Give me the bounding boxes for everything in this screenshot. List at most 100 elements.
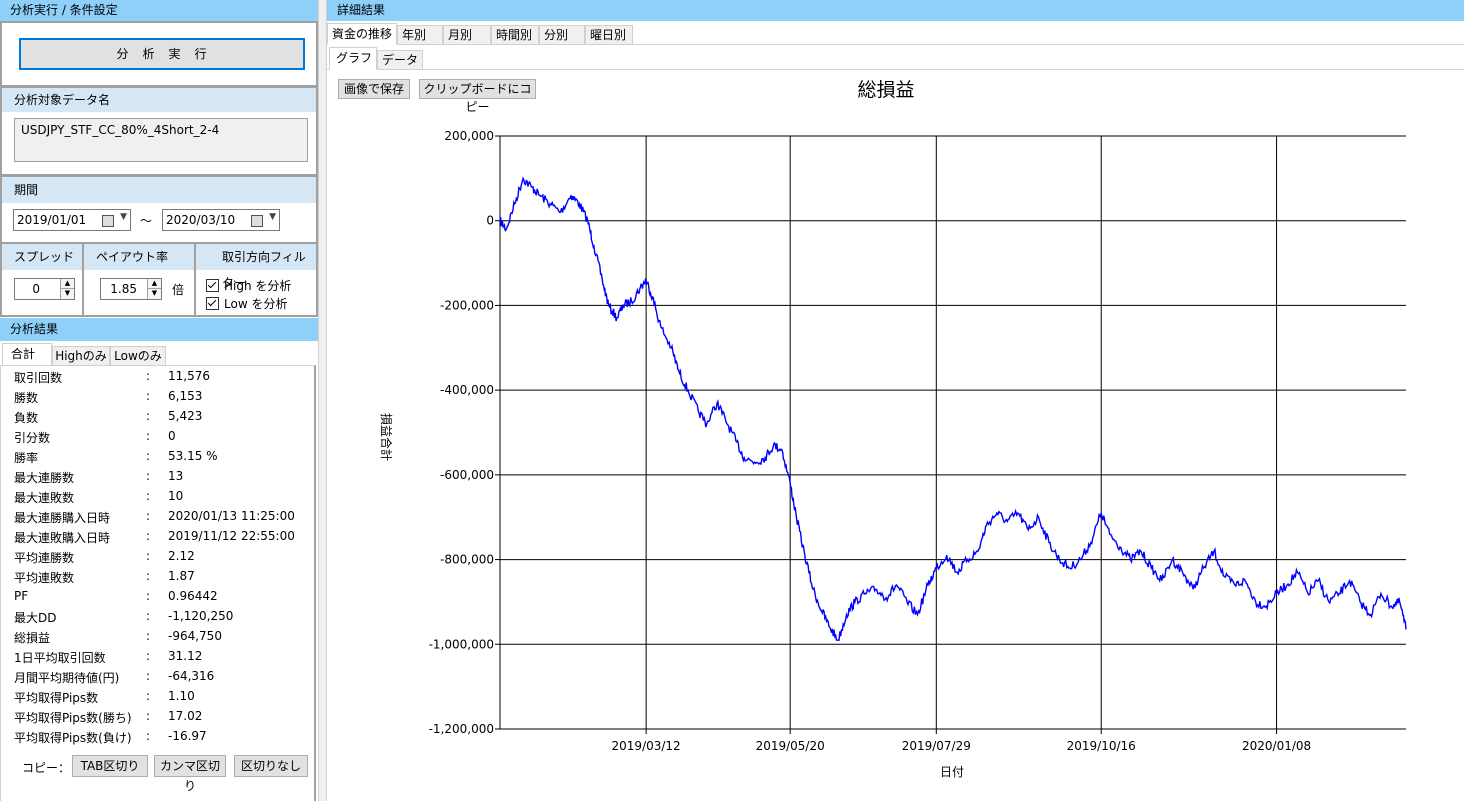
stat-label: 取引回数 xyxy=(14,371,63,385)
stat-label: 平均連勝数 xyxy=(14,551,75,565)
date-from-value: 2019/01/01 xyxy=(17,213,87,227)
chart-title: 総損益 xyxy=(857,79,914,101)
spread-stepper[interactable]: 0 ▲ ▼ xyxy=(14,278,75,300)
save-image-button[interactable]: 画像で保存 xyxy=(338,79,410,99)
tab-yearly[interactable]: 年別 xyxy=(397,25,443,45)
right-panel-header: 詳細結果 xyxy=(327,0,1464,21)
stat-colon: : xyxy=(146,509,151,523)
stat-value: 1.87 xyxy=(168,569,195,583)
chevron-down-icon[interactable]: ▼ xyxy=(120,212,127,222)
x-tick-label: 2020/01/08 xyxy=(1242,739,1311,753)
stat-colon: : xyxy=(146,409,151,423)
left-panel-header: 分析実行 / 条件設定 xyxy=(0,0,318,21)
run-analysis-button[interactable]: 分 析 実 行 xyxy=(19,38,305,70)
stat-colon: : xyxy=(146,429,151,443)
x-axis-label: 日付 xyxy=(940,765,964,779)
stat-label: 勝率 xyxy=(14,451,39,465)
copy-tab-button[interactable]: TAB区切り xyxy=(72,755,148,777)
tab-balance-history[interactable]: 資金の推移 xyxy=(327,23,397,45)
stat-colon: : xyxy=(146,629,151,643)
payout-stepper[interactable]: 1.85 ▲ ▼ xyxy=(100,278,162,300)
x-tick-label: 2019/03/12 xyxy=(612,739,681,753)
date-from-picker[interactable]: 2019/01/01 ▼ xyxy=(13,209,131,231)
stat-colon: : xyxy=(146,609,151,623)
stat-colon: : xyxy=(146,729,151,743)
stat-label: PF xyxy=(14,589,29,603)
stat-value: 2020/01/13 11:25:00 xyxy=(168,509,295,523)
stat-colon: : xyxy=(146,489,151,503)
date-to-picker[interactable]: 2020/03/10 ▼ xyxy=(162,209,280,231)
detail-tabs: 資金の推移 年別 月別 時間別 分別 曜日別 xyxy=(327,21,1464,45)
results-tabs: 合計 Highのみ Lowのみ xyxy=(0,342,318,366)
checkbox-checked-icon[interactable] xyxy=(206,279,219,292)
stat-colon: : xyxy=(146,709,151,723)
stat-value: -964,750 xyxy=(168,629,222,643)
left-panel: 分析実行 / 条件設定 分 析 実 行 分析対象データ名 USDJPY_STF_… xyxy=(0,0,318,801)
spread-value: 0 xyxy=(32,282,40,296)
equity-series-line xyxy=(499,176,1407,642)
x-tick-label: 2019/07/29 xyxy=(902,739,971,753)
stat-value: 31.12 xyxy=(168,649,203,663)
copy-none-button[interactable]: 区切りなし xyxy=(234,755,308,777)
stat-colon: : xyxy=(146,549,151,563)
stat-label: 引分数 xyxy=(14,431,51,445)
filter-low-checkbox[interactable]: Low を分析 xyxy=(206,295,287,312)
stat-colon: : xyxy=(146,529,151,543)
stat-label: 勝数 xyxy=(14,391,39,405)
x-tick-label: 2019/05/20 xyxy=(756,739,825,753)
spin-up-icon[interactable]: ▲ xyxy=(61,279,74,289)
checkbox-checked-icon[interactable] xyxy=(206,297,219,310)
stat-label: 1日平均取引回数 xyxy=(14,651,106,665)
right-panel: 詳細結果 資金の推移 年別 月別 時間別 分別 曜日別 グラフ データ 画像で保… xyxy=(327,0,1464,801)
stat-value: 2.12 xyxy=(168,549,195,563)
y-axis-label: 損益合計 xyxy=(379,413,394,461)
copy-clipboard-button[interactable]: クリップボードにコピー xyxy=(419,79,536,114)
spin-down-icon[interactable]: ▼ xyxy=(151,289,158,297)
y-tick-label: 0 xyxy=(486,214,494,228)
copy-label: コピー： xyxy=(22,761,71,775)
stat-label: 最大DD xyxy=(14,611,57,625)
chart-grid xyxy=(499,135,1406,730)
tab-graph[interactable]: グラフ xyxy=(329,47,377,70)
y-tick-label: -800,000 xyxy=(440,553,494,567)
y-tick-label: -400,000 xyxy=(440,383,494,397)
stat-colon: : xyxy=(146,449,151,463)
stat-label: 平均取得Pips数 xyxy=(14,691,99,705)
calendar-icon[interactable] xyxy=(102,215,114,227)
stat-colon: : xyxy=(146,689,151,703)
stat-value: 5,423 xyxy=(168,409,203,423)
panel-divider[interactable] xyxy=(318,0,327,801)
copy-comma-button[interactable]: カンマ区切り xyxy=(154,755,226,793)
stat-label: 月間平均期待値(円) xyxy=(14,671,120,685)
y-tick-label: 200,000 xyxy=(444,129,494,143)
stat-colon: : xyxy=(146,569,151,583)
spin-down-icon[interactable]: ▼ xyxy=(64,289,71,297)
y-axis-ticks: 200,000 0 -200,000 -400,000 -600,000 -800,000… xyxy=(429,129,500,736)
tab-total[interactable]: 合計 xyxy=(2,343,52,366)
tab-high-only[interactable]: Highのみ xyxy=(52,346,110,366)
filter-high-checkbox[interactable]: High を分析 xyxy=(206,277,291,294)
stat-value: 6,153 xyxy=(168,389,203,403)
results-body xyxy=(0,365,316,801)
tab-weekday[interactable]: 曜日別 xyxy=(585,25,633,45)
tab-monthly[interactable]: 月別 xyxy=(443,25,491,45)
stat-value: 2019/11/12 22:55:00 xyxy=(168,529,295,543)
date-to-value: 2020/03/10 xyxy=(166,213,236,227)
spread-header: スプレッド xyxy=(2,244,82,270)
spread-spin[interactable]: ▲ ▼ xyxy=(60,279,74,299)
calendar-icon[interactable] xyxy=(251,215,263,227)
y-tick-label: -1,000,000 xyxy=(429,637,494,651)
target-name-field[interactable]: USDJPY_STF_CC_80%_4Short_2-4 xyxy=(14,118,308,162)
spin-up-icon[interactable]: ▲ xyxy=(148,279,161,289)
chevron-down-icon[interactable]: ▼ xyxy=(269,212,276,222)
payout-header: ペイアウト率 xyxy=(84,244,194,270)
tab-data[interactable]: データ xyxy=(377,50,423,70)
y-tick-label: -1,200,000 xyxy=(429,722,494,736)
tab-hourly[interactable]: 時間別 xyxy=(491,25,539,45)
equity-chart: 総損益 200,000 0 -200,000 -400,000 -600,000 -800… xyxy=(379,79,1407,779)
stat-value: 11,576 xyxy=(168,369,210,383)
tab-by-minute[interactable]: 分別 xyxy=(539,25,585,45)
stat-value: 10 xyxy=(168,489,184,503)
tab-low-only[interactable]: Lowのみ xyxy=(110,346,166,366)
payout-spin[interactable]: ▲ ▼ xyxy=(147,279,161,299)
